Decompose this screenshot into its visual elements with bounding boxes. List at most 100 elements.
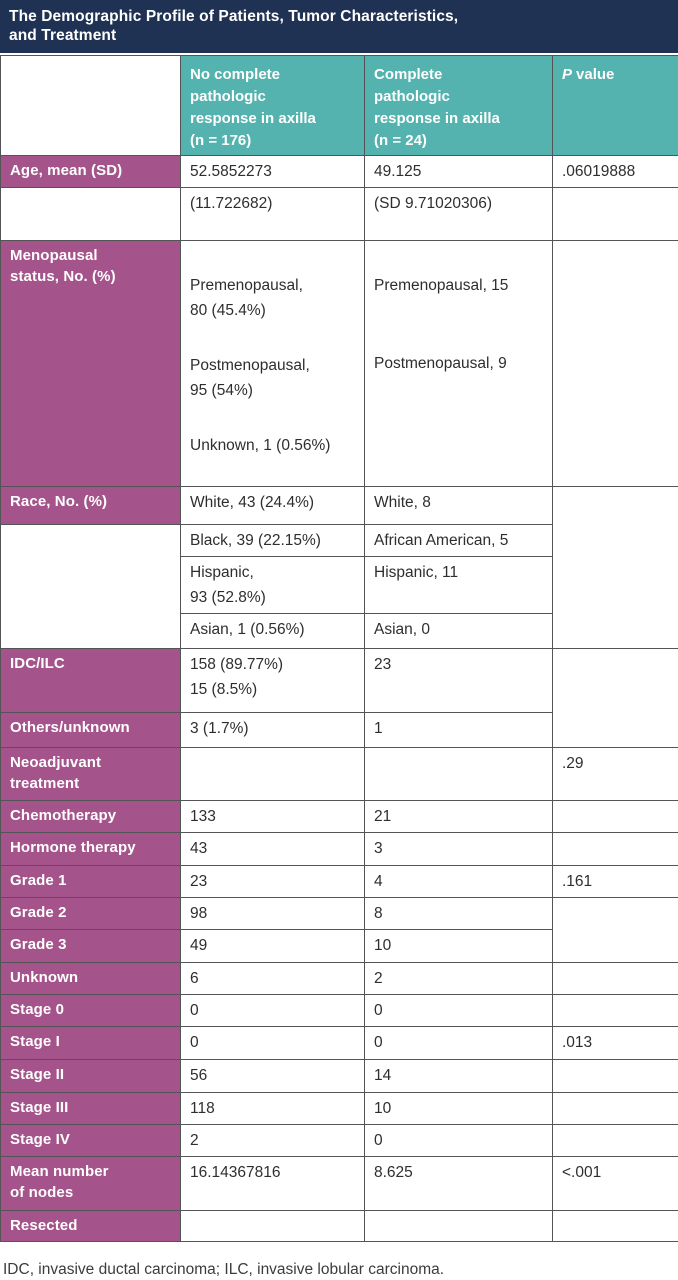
p-value-cell <box>553 649 678 748</box>
row-label: IDC/ILC <box>1 649 181 713</box>
value-line: Premenopausal, 80 (45.4%) <box>190 273 358 323</box>
p-value-cell <box>553 833 678 866</box>
value-cell <box>181 1211 365 1242</box>
row-label: Resected <box>1 1211 181 1242</box>
p-value-rest: value <box>576 66 614 83</box>
row-race-white: Race, No. (%) White, 43 (24.4%) White, 8 <box>1 487 678 525</box>
row-idc-ilc: IDC/ILC 158 (89.77%) 15 (8.5%) 23 <box>1 649 678 713</box>
value-cell: 23 <box>181 866 365 898</box>
value-cell <box>365 748 553 801</box>
header-blank-cell <box>1 56 181 156</box>
row-unknown: Unknown 6 2 <box>1 963 678 995</box>
value-cell: 3 (1.7%) <box>181 713 365 748</box>
p-value-cell <box>553 1211 678 1242</box>
value-cell: 52.5852273 <box>181 156 365 188</box>
p-value-cell: .06019888 <box>553 156 678 188</box>
value-line: Postmenopausal, 9 <box>374 351 546 376</box>
value-cell: 3 <box>365 833 553 866</box>
value-cell: 0 <box>365 1125 553 1157</box>
row-label: Unknown <box>1 963 181 995</box>
row-label: Hormone therapy <box>1 833 181 866</box>
row-label-empty <box>1 525 181 649</box>
value-cell: Hispanic, 11 <box>365 557 553 614</box>
row-label: Chemotherapy <box>1 801 181 833</box>
value-cell: 49 <box>181 930 365 963</box>
row-label: Stage I <box>1 1027 181 1060</box>
p-value-cell <box>553 963 678 995</box>
value-cell: 118 <box>181 1093 365 1125</box>
row-neoadjuvant: Neoadjuvant treatment .29 <box>1 748 678 801</box>
row-label: Stage IV <box>1 1125 181 1157</box>
value-cell: 1 <box>365 713 553 748</box>
value-cell <box>365 1211 553 1242</box>
row-chemotherapy: Chemotherapy 133 21 <box>1 801 678 833</box>
p-value-cell <box>553 801 678 833</box>
value-cell: White, 43 (24.4%) <box>181 487 365 525</box>
row-grade1: Grade 1 23 4 .161 <box>1 866 678 898</box>
demographics-table: No complete pathologic response in axill… <box>0 55 678 1242</box>
row-label: Stage II <box>1 1060 181 1093</box>
table-title: The Demographic Profile of Patients, Tum… <box>0 0 678 53</box>
row-stage0: Stage 0 0 0 <box>1 995 678 1027</box>
row-stage1: Stage I 0 0 .013 <box>1 1027 678 1060</box>
p-value-cell <box>553 188 678 241</box>
value-cell: Asian, 0 <box>365 614 553 649</box>
value-cell: 23 <box>365 649 553 713</box>
value-cell: Premenopausal, 80 (45.4%) Postmenopausal… <box>181 241 365 487</box>
row-stage2: Stage II 56 14 <box>1 1060 678 1093</box>
p-value-cell <box>553 1093 678 1125</box>
value-cell: 98 <box>181 898 365 930</box>
row-label: Stage 0 <box>1 995 181 1027</box>
value-cell: 6 <box>181 963 365 995</box>
value-cell <box>181 748 365 801</box>
row-menopausal: Menopausal status, No. (%) Premenopausal… <box>1 241 678 487</box>
row-grade2: Grade 2 98 8 <box>1 898 678 930</box>
p-value-cell: .29 <box>553 748 678 801</box>
row-stage4: Stage IV 2 0 <box>1 1125 678 1157</box>
p-value-cell <box>553 1125 678 1157</box>
p-value-cell <box>553 241 678 487</box>
p-value-cell <box>553 1060 678 1093</box>
value-cell: 21 <box>365 801 553 833</box>
value-cell: 158 (89.77%) 15 (8.5%) <box>181 649 365 713</box>
p-value-cell <box>553 898 678 963</box>
p-value-italic: P <box>562 66 572 83</box>
value-cell: White, 8 <box>365 487 553 525</box>
header-row: No complete pathologic response in axill… <box>1 56 678 156</box>
value-cell: 4 <box>365 866 553 898</box>
value-line: Premenopausal, 15 <box>374 273 546 298</box>
p-value-cell: .161 <box>553 866 678 898</box>
row-label: Grade 1 <box>1 866 181 898</box>
value-cell: 133 <box>181 801 365 833</box>
table-footnote: IDC, invasive ductal carcinoma; ILC, inv… <box>0 1242 678 1280</box>
row-label: Stage III <box>1 1093 181 1125</box>
row-label: Neoadjuvant treatment <box>1 748 181 801</box>
p-value-cell <box>553 487 678 649</box>
value-cell: Asian, 1 (0.56%) <box>181 614 365 649</box>
p-value-cell: .013 <box>553 1027 678 1060</box>
p-value-cell <box>553 995 678 1027</box>
value-cell: African American, 5 <box>365 525 553 557</box>
value-cell: 8 <box>365 898 553 930</box>
value-cell: (SD 9.71020306) <box>365 188 553 241</box>
value-cell: 10 <box>365 1093 553 1125</box>
value-cell: Premenopausal, 15 Postmenopausal, 9 <box>365 241 553 487</box>
value-cell: 14 <box>365 1060 553 1093</box>
value-cell: 0 <box>365 995 553 1027</box>
value-cell: Hispanic, 93 (52.8%) <box>181 557 365 614</box>
row-label: Race, No. (%) <box>1 487 181 525</box>
row-age-sd: (11.722682) (SD 9.71020306) <box>1 188 678 241</box>
value-cell: 0 <box>365 1027 553 1060</box>
value-cell: 10 <box>365 930 553 963</box>
row-label: Others/unknown <box>1 713 181 748</box>
value-cell: 49.125 <box>365 156 553 188</box>
row-hormone: Hormone therapy 43 3 <box>1 833 678 866</box>
value-cell: 2 <box>181 1125 365 1157</box>
row-label-empty <box>1 188 181 241</box>
header-cpr: Complete pathologic response in axilla (… <box>365 56 553 156</box>
value-cell: 56 <box>181 1060 365 1093</box>
value-line: Unknown, 1 (0.56%) <box>190 433 358 458</box>
value-cell: 0 <box>181 995 365 1027</box>
